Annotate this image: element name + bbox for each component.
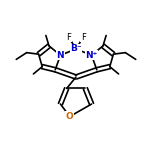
- Text: B⁻: B⁻: [70, 45, 82, 54]
- Text: F: F: [81, 33, 86, 41]
- Text: N: N: [57, 51, 64, 60]
- Text: O: O: [66, 112, 74, 121]
- Text: N⁺: N⁺: [85, 51, 98, 60]
- Text: F: F: [66, 33, 71, 41]
